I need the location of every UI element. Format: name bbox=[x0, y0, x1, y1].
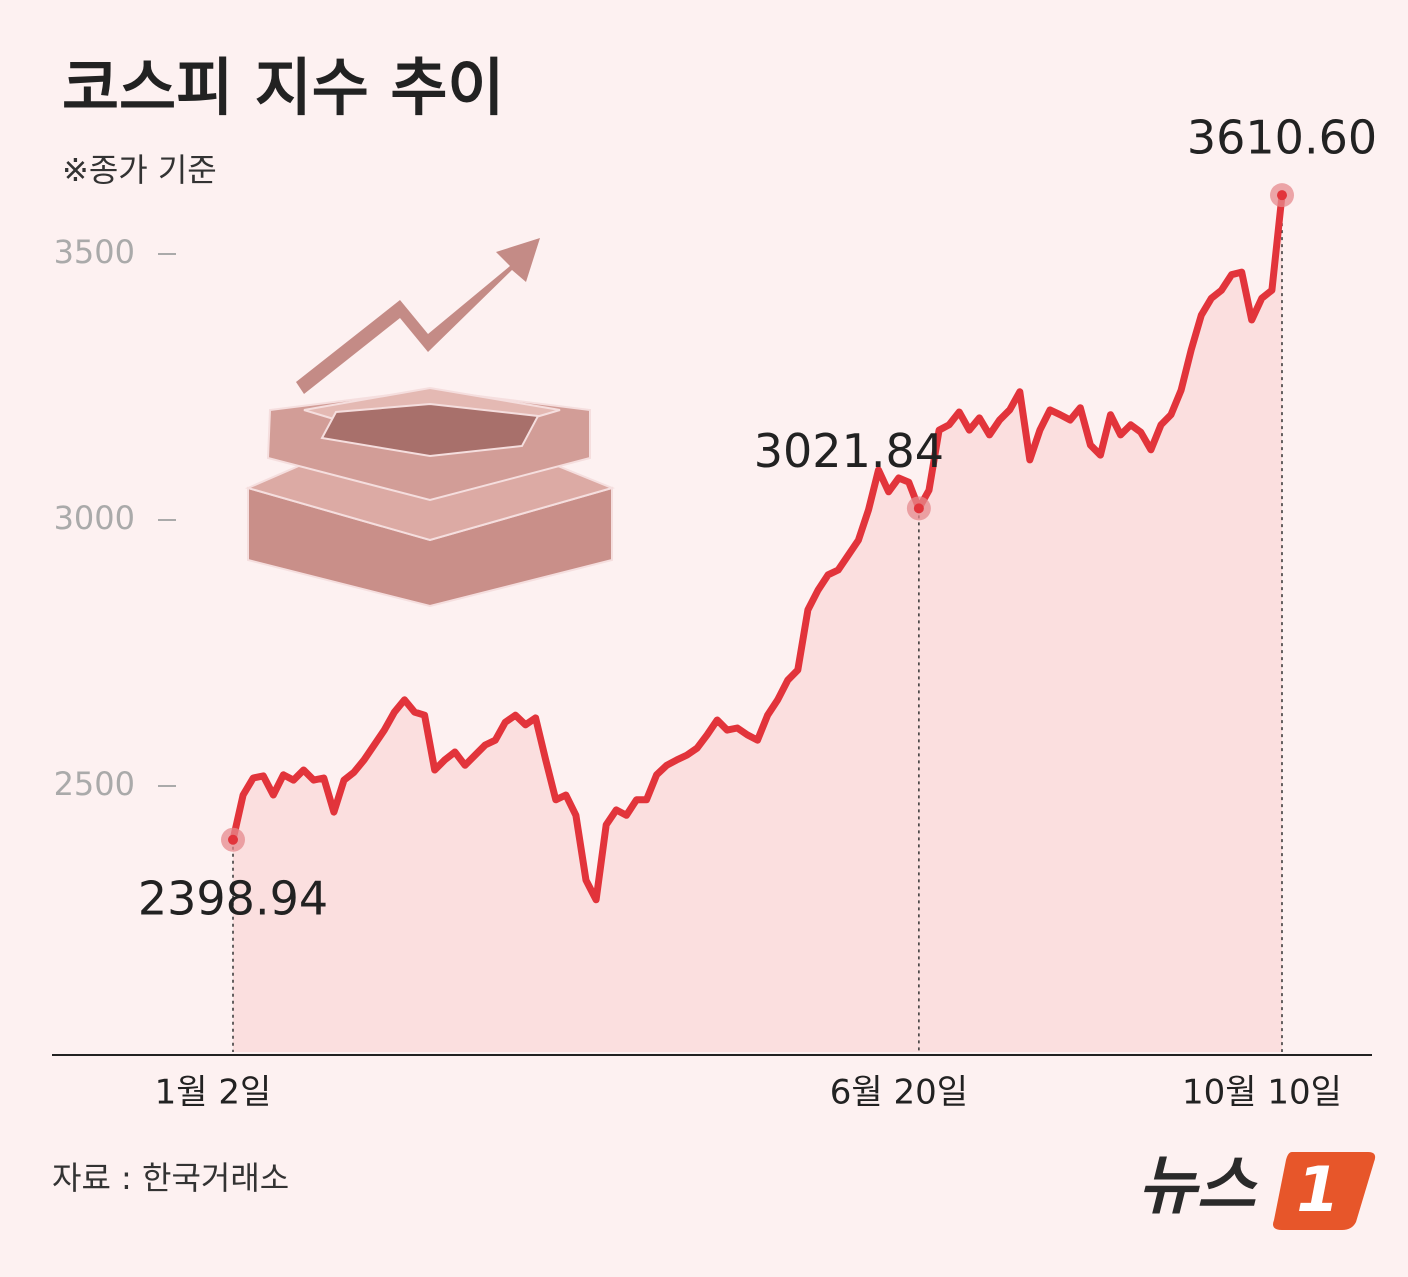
logo: 뉴스 1 bbox=[1138, 1150, 1376, 1230]
x-tick-label: 10월 10일 bbox=[1182, 1073, 1342, 1113]
line bbox=[229, 194, 1286, 904]
chart-title: 코스피 지수 추이 bbox=[62, 51, 504, 124]
subtitle: ※종가 기준 bbox=[62, 151, 217, 189]
value-label: 3021.84 bbox=[754, 424, 944, 478]
x-tick-label: 1월 2일 bbox=[155, 1073, 272, 1113]
source: 자료 : 한국거래소 bbox=[52, 1159, 289, 1197]
logo-text: 뉴스 bbox=[1138, 1150, 1258, 1224]
value-label: 3610.60 bbox=[1187, 111, 1377, 165]
point-dot bbox=[913, 503, 924, 514]
logo-mark: 1 bbox=[1296, 1153, 1339, 1226]
illustration bbox=[245, 238, 616, 608]
x-tick-label: 6월 20일 bbox=[830, 1073, 968, 1113]
y-tick-label: 3500 bbox=[54, 233, 135, 271]
y-tick-label: 2500 bbox=[54, 765, 135, 803]
point-dot bbox=[1277, 190, 1287, 201]
point-dot bbox=[228, 834, 238, 845]
y-tick-label: 3000 bbox=[54, 499, 135, 537]
value-label: 2398.94 bbox=[138, 871, 328, 925]
